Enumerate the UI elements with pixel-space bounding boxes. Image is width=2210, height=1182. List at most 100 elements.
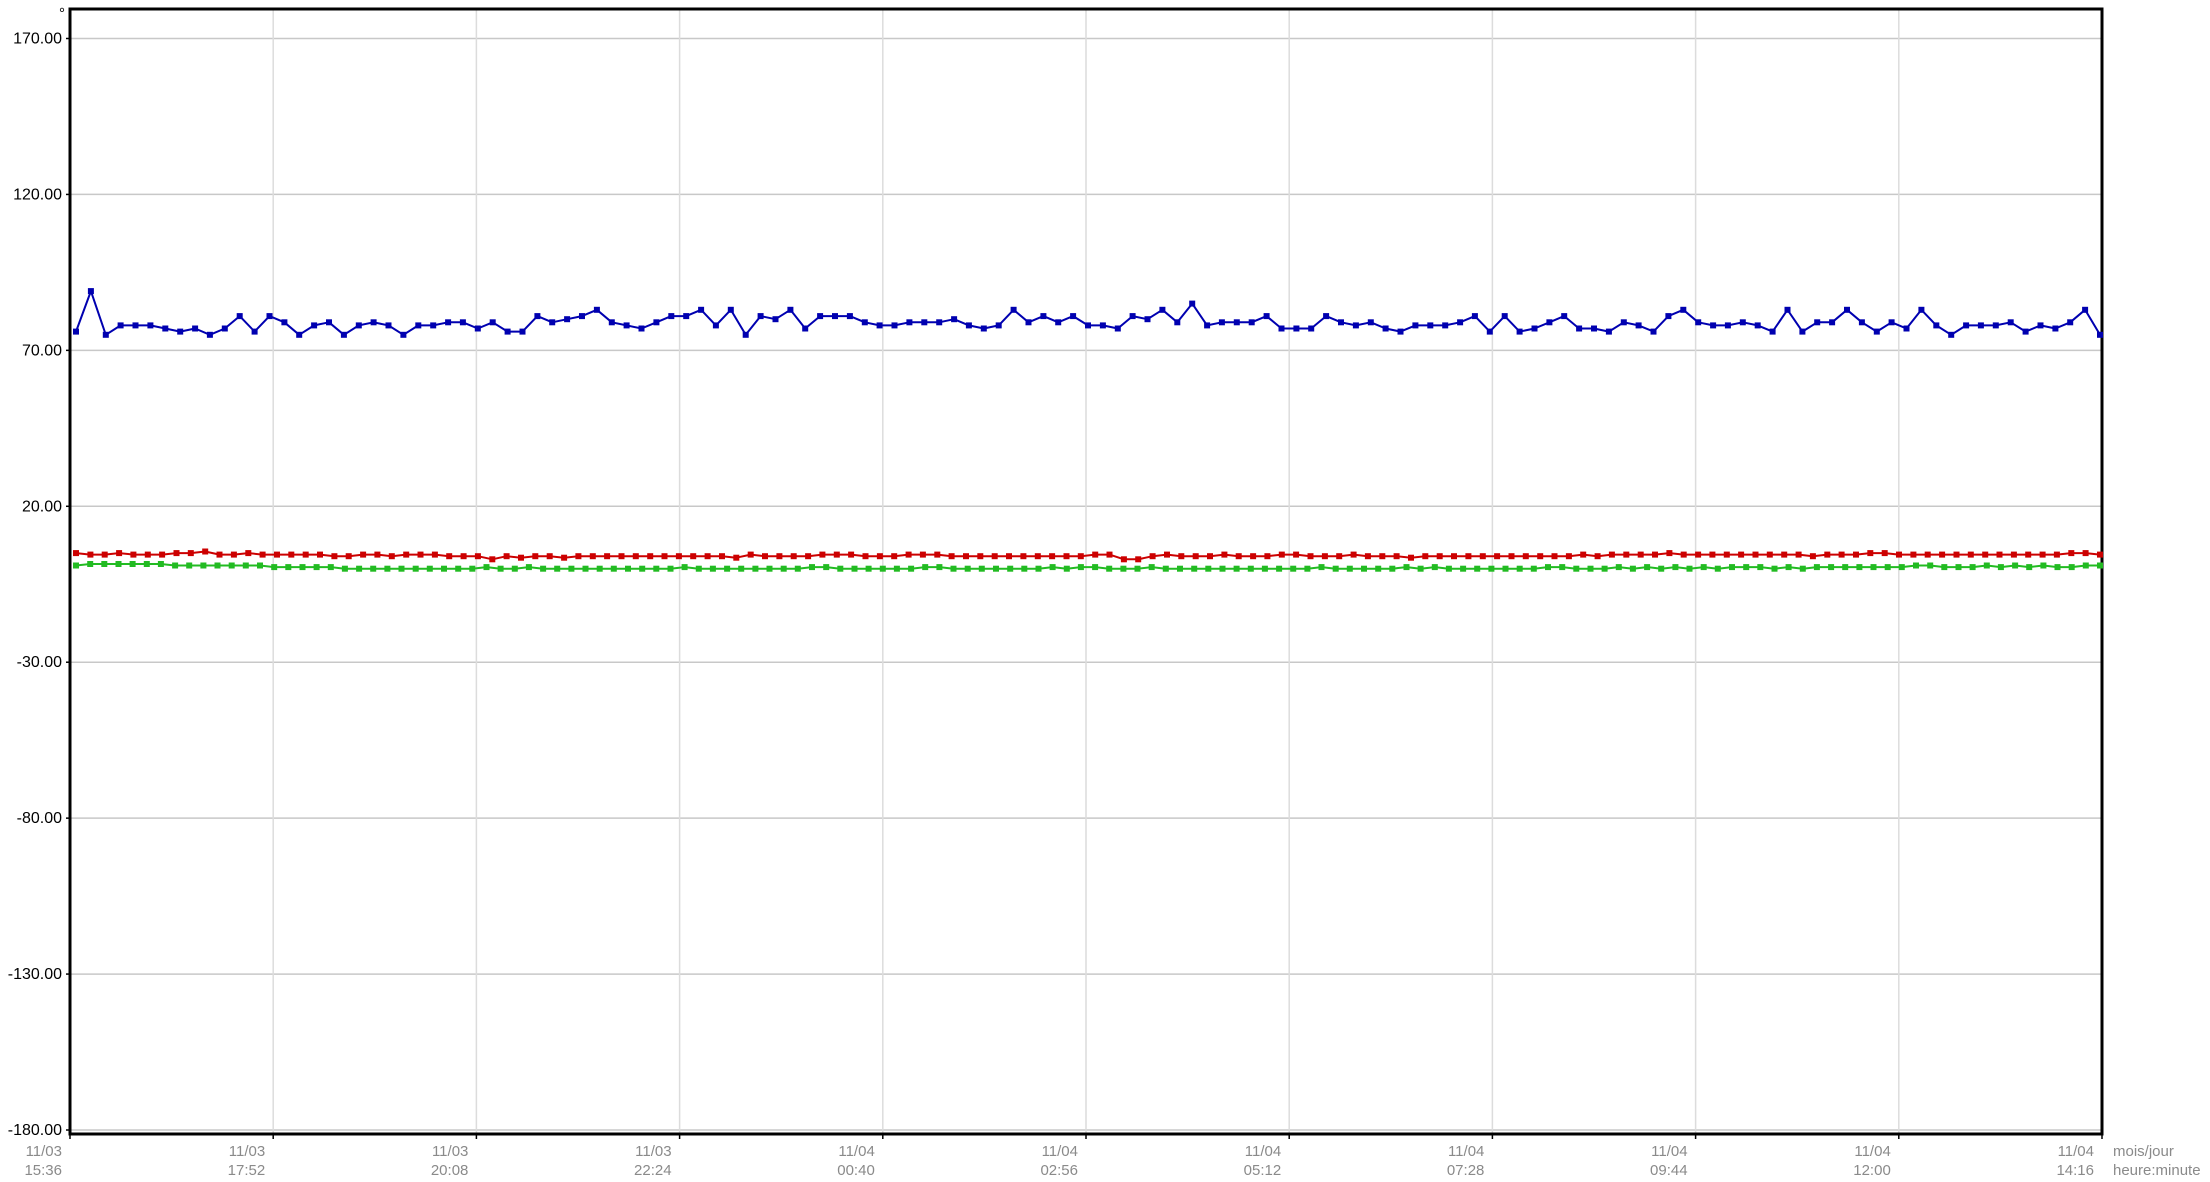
x-tick-time-label: 02:56	[1040, 1162, 1078, 1179]
data-point	[1135, 556, 1142, 563]
x-axis-ticks: 11/03 15:36 11/03 17:52 11/03 20:08 11/03 22:24…	[24, 1134, 2103, 1179]
data-point	[1580, 551, 1587, 558]
data-point	[1162, 565, 1169, 572]
data-point	[1710, 322, 1717, 329]
data-point	[780, 565, 787, 572]
data-point	[251, 328, 258, 335]
data-point	[1174, 319, 1181, 326]
data-point	[1233, 565, 1240, 572]
data-point	[1219, 565, 1226, 572]
data-point	[1508, 553, 1515, 560]
data-point	[690, 553, 697, 560]
data-point	[1442, 322, 1449, 329]
data-point	[1379, 553, 1386, 560]
data-point	[117, 322, 124, 329]
data-point	[787, 306, 794, 313]
y-tick-label: -180.00	[8, 1122, 62, 1139]
data-point	[879, 565, 886, 572]
data-point	[948, 553, 955, 560]
data-point	[964, 565, 971, 572]
data-point	[441, 565, 447, 572]
data-point	[1375, 565, 1382, 572]
x-tick-time-label: 00:40	[837, 1162, 875, 1179]
data-point	[1106, 551, 1113, 558]
data-point	[647, 553, 654, 560]
data-point	[1913, 562, 1919, 569]
data-point	[1903, 325, 1910, 332]
data-point	[1120, 556, 1127, 563]
data-point	[1114, 325, 1121, 332]
data-point	[2082, 306, 2089, 313]
data-point	[1307, 553, 1314, 560]
data-point	[1338, 319, 1344, 326]
data-point	[1397, 328, 1404, 335]
data-point	[695, 565, 702, 572]
x-tick-date-label: 11/04	[1448, 1143, 1484, 1160]
data-point	[1799, 565, 1806, 572]
data-point	[1120, 565, 1127, 572]
data-point	[1591, 325, 1597, 332]
data-point	[1605, 328, 1612, 335]
data-point	[1516, 565, 1523, 572]
data-point	[1967, 551, 1974, 558]
data-point	[2026, 564, 2033, 571]
data-point	[360, 551, 367, 558]
data-point	[230, 551, 237, 558]
y-tick-label: -130.00	[8, 966, 62, 983]
data-point	[738, 565, 745, 572]
data-point	[1204, 322, 1211, 329]
data-point	[936, 564, 943, 571]
data-point	[2097, 562, 2103, 569]
data-point	[1601, 565, 1608, 572]
data-point	[1191, 565, 1198, 572]
data-point	[200, 562, 207, 569]
data-point	[1680, 551, 1687, 558]
data-point	[719, 553, 725, 560]
data-point	[388, 553, 395, 560]
data-point	[1652, 551, 1658, 558]
x-tick-time-label: 22:24	[634, 1162, 672, 1179]
data-point	[455, 565, 462, 572]
data-point	[1290, 565, 1297, 572]
data-point	[73, 328, 79, 335]
data-point	[374, 551, 381, 558]
data-point	[1754, 322, 1761, 329]
data-point	[1494, 553, 1501, 560]
data-point	[1918, 306, 1925, 313]
data-point	[593, 306, 600, 313]
data-point	[681, 564, 688, 571]
data-point	[519, 328, 526, 335]
data-point	[819, 551, 826, 558]
data-point	[2039, 551, 2046, 558]
data-point	[604, 553, 611, 560]
data-point	[1996, 551, 2003, 558]
data-point	[1049, 553, 1056, 560]
data-point	[2054, 564, 2061, 571]
data-point	[951, 316, 958, 323]
data-point	[995, 322, 1002, 329]
data-point	[242, 562, 249, 569]
x-tick-time-label: 17:52	[228, 1162, 266, 1179]
data-point	[1898, 564, 1905, 571]
data-point	[1049, 564, 1056, 571]
data-point	[861, 319, 868, 326]
data-point	[934, 551, 941, 558]
data-point	[757, 313, 764, 320]
data-point	[87, 551, 94, 558]
data-point	[1629, 565, 1636, 572]
data-point	[430, 322, 437, 329]
data-point	[162, 325, 169, 332]
data-point	[1672, 564, 1679, 571]
data-point	[1474, 565, 1481, 572]
data-point	[2010, 551, 2017, 558]
data-point	[2082, 550, 2089, 557]
data-point	[1992, 322, 1999, 329]
data-point	[1739, 319, 1746, 326]
data-point	[1881, 550, 1888, 557]
data-point	[1576, 325, 1583, 332]
data-point	[1680, 306, 1687, 313]
data-point	[415, 322, 422, 329]
data-point	[1615, 564, 1622, 571]
data-point	[1189, 300, 1196, 307]
